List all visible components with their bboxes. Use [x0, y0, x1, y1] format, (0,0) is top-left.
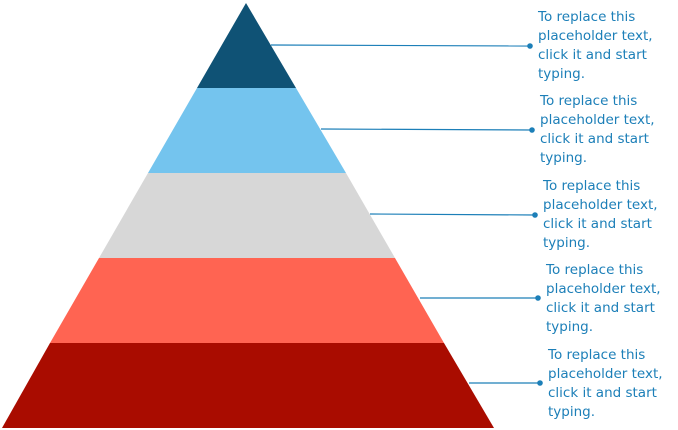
- pyramid-tier-2[interactable]: [148, 88, 346, 173]
- tier-3-text[interactable]: To replace this placeholder text, click …: [543, 178, 658, 251]
- connector-dot-1: [527, 43, 533, 49]
- tier-1-text[interactable]: To replace this placeholder text, click …: [538, 9, 653, 82]
- connector-line-2: [320, 128, 533, 131]
- tier-4-text[interactable]: To replace this placeholder text, click …: [546, 262, 661, 335]
- connector-dot-4: [535, 295, 541, 301]
- connector-line-1: [270, 44, 531, 47]
- pyramid-tier-5[interactable]: [2, 343, 494, 428]
- connector-line-3: [369, 213, 536, 216]
- connector-dot-3: [532, 212, 538, 218]
- tier-2-text[interactable]: To replace this placeholder text, click …: [540, 93, 655, 166]
- connector-dot-5: [537, 380, 543, 386]
- pyramid-tier-1[interactable]: [197, 3, 296, 88]
- tier-5-text[interactable]: To replace this placeholder text, click …: [548, 347, 663, 420]
- pyramid-tier-4[interactable]: [50, 258, 444, 343]
- connector-dot-2: [529, 127, 535, 133]
- pyramid-tier-3[interactable]: [99, 173, 395, 258]
